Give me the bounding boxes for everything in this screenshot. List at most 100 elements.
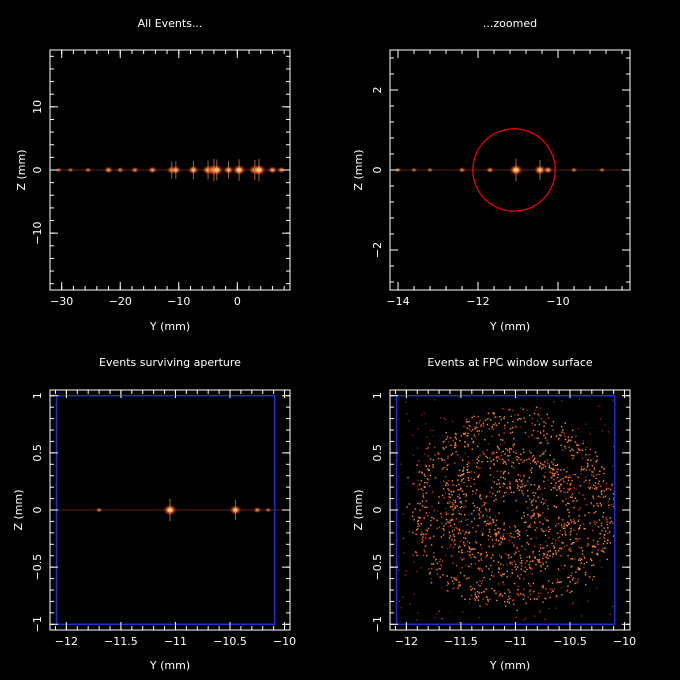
event-point [453,528,456,531]
event-point [542,466,544,469]
event-point [570,550,572,552]
background-event-point [477,584,480,586]
event-point [422,554,425,556]
event-point [568,440,570,442]
event-point [566,441,569,443]
event-point [467,432,469,435]
event-point [473,517,476,520]
event-point [475,489,478,491]
event-point [478,421,480,424]
event-point [517,530,520,532]
event-point [477,433,480,435]
event-point [466,485,468,488]
event-point [580,467,583,469]
background-event-point [561,400,563,402]
event-point [533,494,535,497]
event-point [572,500,574,502]
background-event-point [572,543,574,545]
event-point [468,479,470,482]
event-point [443,448,445,450]
event-point [511,461,513,463]
event-point [467,445,470,447]
background-event-point [537,496,539,499]
event-point [478,514,481,517]
event-point [481,580,484,582]
event-point [492,544,494,547]
event-point [474,599,477,601]
event-point [481,533,483,536]
event-point [504,605,507,607]
event-point [495,498,497,501]
event-point [471,416,473,419]
event-point [482,532,484,535]
event-point [539,465,541,467]
event-point [484,419,487,422]
background-event-point [599,560,601,562]
background-event-point [443,459,445,461]
event-point [418,460,420,462]
event-point [451,580,454,582]
event-point [522,593,524,596]
background-event-point [453,508,455,510]
event-point [526,541,528,544]
event-point [539,488,541,490]
event-point [577,444,580,446]
event-point [483,453,485,455]
event-point [459,540,462,543]
background-event-point [471,493,474,495]
event-point [525,602,527,605]
event-point [534,521,536,523]
event-point [561,431,563,433]
event-point [412,511,414,513]
event-point [531,434,533,436]
event-point [470,485,472,488]
event-point [542,586,544,589]
event-point [460,513,462,515]
event-point [607,487,610,490]
event-point [442,534,445,536]
event-point [589,576,591,578]
event-point [450,454,453,456]
event-point [596,487,598,489]
event-point [508,539,510,542]
background-event-point [512,446,515,448]
event-point [551,472,553,475]
background-event-point [589,433,591,435]
background-event-point [540,593,542,595]
background-event-point [429,478,431,480]
event-point [461,479,463,481]
event-point [492,545,495,547]
event-point [515,530,517,532]
event-point [482,425,485,427]
background-event-point [417,471,419,474]
event-point [542,430,545,432]
event-point [553,469,555,471]
background-event-point [544,618,546,620]
event-point [602,511,605,514]
event-point [581,553,584,555]
event-point [435,558,437,560]
event-point [461,566,463,569]
event-point [432,463,434,466]
event-point [560,434,562,437]
event-point [515,499,517,502]
event-point [567,585,569,587]
event-point [544,553,546,555]
background-event-point [527,436,530,438]
event-point [556,595,558,597]
event-point [504,478,506,480]
event-point [475,466,478,468]
event-point [451,480,454,482]
event-point [452,513,454,515]
event-point [450,444,452,447]
background-event-point [423,412,425,414]
event-point [479,454,481,457]
event-point [483,521,486,523]
event-point [450,519,452,522]
event-point [459,532,462,535]
event-point [495,592,497,595]
event-point [488,508,491,511]
event-point [458,547,460,549]
y-tick-label: 2 [371,87,384,94]
event-point [498,571,500,574]
